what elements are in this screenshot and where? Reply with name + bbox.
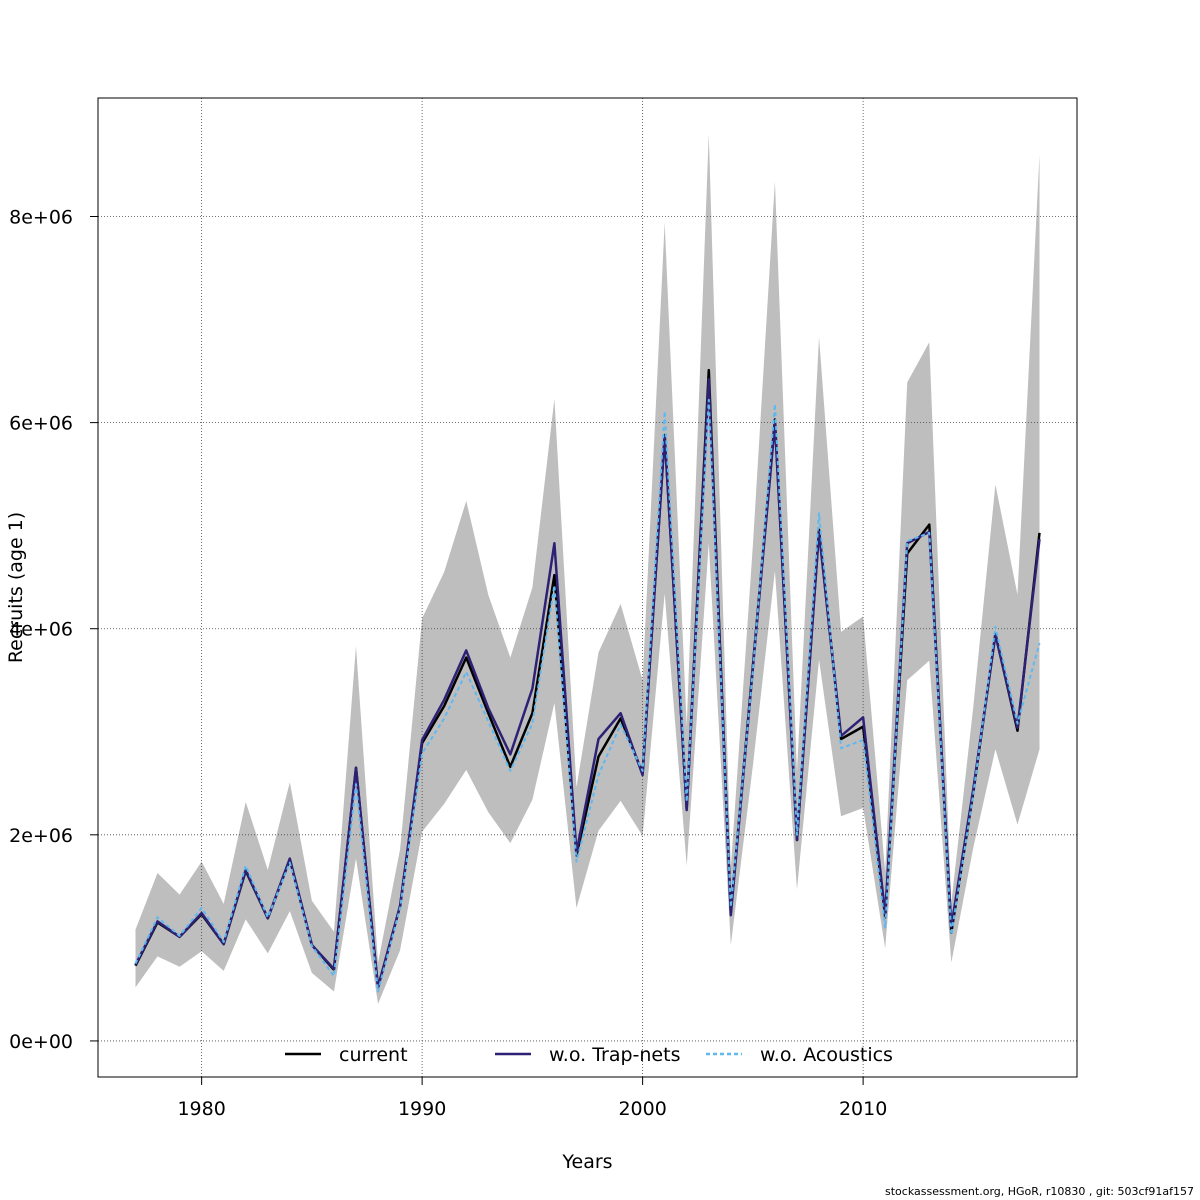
series-layer xyxy=(134,368,1041,993)
y-tick-label: 4e+06 xyxy=(9,619,73,641)
plot-frame xyxy=(97,97,1078,1078)
x-tick-label: 2010 xyxy=(839,1098,887,1120)
y-tick-label: 2e+06 xyxy=(9,825,73,847)
x-tick-label: 2000 xyxy=(618,1098,666,1120)
y-axis-title: Recruits (age 1) xyxy=(5,512,27,663)
y-tick-label: 6e+06 xyxy=(9,413,73,435)
confidence-band xyxy=(135,134,1040,1004)
footer-note: stockassessment.org, HGoR, r10830 , git:… xyxy=(885,1185,1194,1198)
legend-label-0: current xyxy=(339,1044,408,1066)
x-tick-label: 1990 xyxy=(398,1098,446,1120)
y-tick-label: 8e+06 xyxy=(9,207,73,229)
x-axis-title: Years xyxy=(561,1151,612,1173)
grid-layer xyxy=(98,98,1077,1077)
legend: current w.o. Trap-nets w.o. Acoustics xyxy=(285,1044,893,1066)
x-tick-label: 1980 xyxy=(177,1098,225,1120)
axis-layer: 1980 1990 2000 2010 0e+00 2e+06 4e+06 6e+06 8e+0… xyxy=(9,207,887,1120)
legend-label-2: w.o. Acoustics xyxy=(760,1044,893,1066)
confidence-band-layer xyxy=(135,134,1040,1004)
y-tick-label: 0e+00 xyxy=(9,1031,73,1053)
legend-label-1: w.o. Trap-nets xyxy=(549,1044,680,1066)
